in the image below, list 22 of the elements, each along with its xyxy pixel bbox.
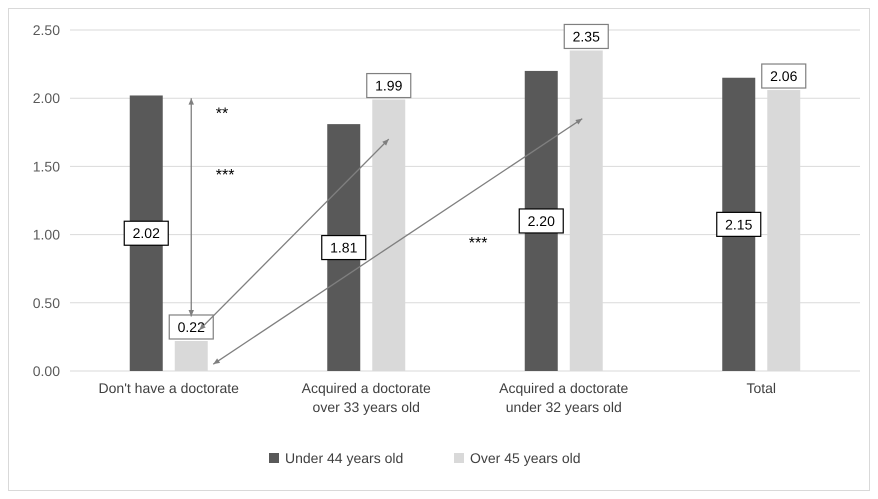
data-label: 2.20 <box>528 212 556 229</box>
data-label: 2.15 <box>725 216 753 232</box>
y-tick-label: 2.00 <box>32 90 60 106</box>
legend-label: Over 45 years old <box>470 450 580 466</box>
y-tick-label: 1.50 <box>32 158 60 174</box>
legend-label: Under 44 years old <box>285 450 404 466</box>
data-label: 1.81 <box>330 240 358 256</box>
data-label: 2.06 <box>770 68 798 84</box>
annotation: ** <box>216 106 228 123</box>
data-label: 1.99 <box>375 78 403 94</box>
data-label: 2.35 <box>572 28 600 44</box>
x-tick-label: Don't have a doctorate <box>98 380 240 396</box>
y-tick-label: 2.50 <box>32 22 60 38</box>
data-label: 2.02 <box>132 225 160 242</box>
y-tick-label: 0.00 <box>32 363 60 379</box>
annotation: *** <box>468 235 488 252</box>
x-tick-label: Total <box>746 380 776 396</box>
annotation: *** <box>216 167 234 184</box>
y-tick-label: 0.50 <box>32 294 60 311</box>
x-tick-label: Acquired a doctorate under 32 years old <box>499 380 629 415</box>
y-tick-label: 1.00 <box>32 226 60 243</box>
x-tick-label: Acquired a doctorate over 33 years old <box>302 380 432 415</box>
